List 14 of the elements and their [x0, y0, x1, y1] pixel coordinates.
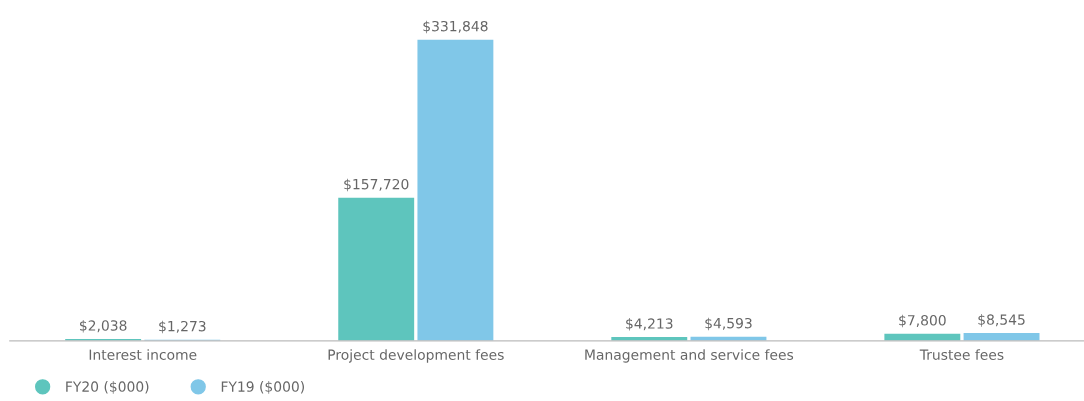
legend-label: FY19 ($000)	[221, 381, 304, 394]
data-label: $7,800	[899, 314, 946, 328]
data-label: $1,273	[159, 320, 206, 334]
x-tick-label: Trustee fees	[919, 349, 1004, 360]
x-tick-label: Management and service fees	[585, 349, 794, 363]
x-tick-label: Project development fees	[328, 349, 504, 363]
x-tick-label: Interest income	[89, 349, 197, 360]
data-label: $4,593	[705, 317, 752, 331]
data-label: $157,720	[344, 178, 409, 192]
data-label: $331,848	[423, 20, 488, 34]
data-label: $4,213	[626, 318, 673, 331]
legend-label: FY20 ($000)	[66, 381, 149, 394]
data-label: $2,038	[80, 320, 127, 333]
data-label: $8,545	[978, 314, 1025, 327]
